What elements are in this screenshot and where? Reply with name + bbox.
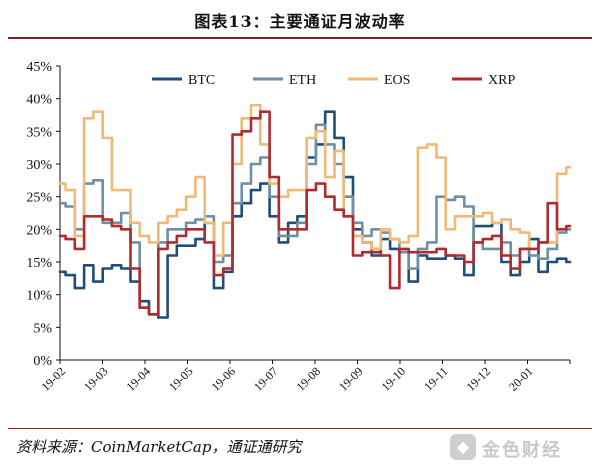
legend-label-eos: EOS	[384, 73, 410, 88]
chart-series	[58, 103, 572, 319]
y-tick-label: 20%	[26, 223, 52, 238]
title-rule	[8, 37, 592, 39]
brand-logo-icon: ◆	[450, 434, 476, 460]
chart-legend: BTC ETH EOS XRP	[152, 73, 515, 88]
y-tick-label: 0%	[33, 354, 52, 369]
legend-label-xrp: XRP	[488, 73, 515, 88]
y-tick-label: 35%	[26, 125, 52, 140]
legend-label-eth: ETH	[289, 73, 316, 88]
y-tick-label: 5%	[33, 321, 52, 336]
y-tick-label: 15%	[26, 256, 52, 271]
series-line-eos	[58, 103, 572, 257]
x-tick-label: 19-11	[421, 364, 450, 393]
x-tick-label: 19-05	[166, 364, 196, 394]
brand-watermark: ◆ 金色财经	[450, 432, 590, 462]
x-tick-label: 19-06	[208, 364, 238, 394]
x-tick-label: 19-09	[336, 364, 366, 394]
volatility-line-chart: 0%5%10%15%20%25%30%35%40%45%19-02 19-03 19…	[26, 60, 572, 394]
series-line-eth	[58, 123, 572, 316]
y-tick-label: 10%	[26, 289, 52, 304]
x-tick-label: 19-10	[378, 364, 408, 394]
y-tick-label: 45%	[26, 60, 52, 75]
source-note: 资料来源：CoinMarketCap，通证通研究	[16, 438, 302, 456]
x-tick-label: 19-07	[251, 364, 281, 394]
y-tick-label: 30%	[26, 158, 52, 173]
y-tick-label: 40%	[26, 93, 52, 108]
x-tick-label: 19-08	[293, 364, 323, 394]
x-tick-label: 20-01	[506, 364, 536, 394]
source-rule	[8, 428, 592, 429]
x-tick-label: 19-04	[123, 364, 153, 394]
chart-title: 图表13：主要通证月波动率	[194, 12, 406, 31]
x-tick-label: 19-03	[81, 364, 111, 394]
y-tick-label: 25%	[26, 191, 52, 206]
x-tick-label: 19-12	[463, 364, 493, 394]
brand-name: 金色财经	[482, 440, 562, 461]
series-line-xrp	[58, 110, 572, 316]
legend-label-btc: BTC	[188, 73, 215, 88]
